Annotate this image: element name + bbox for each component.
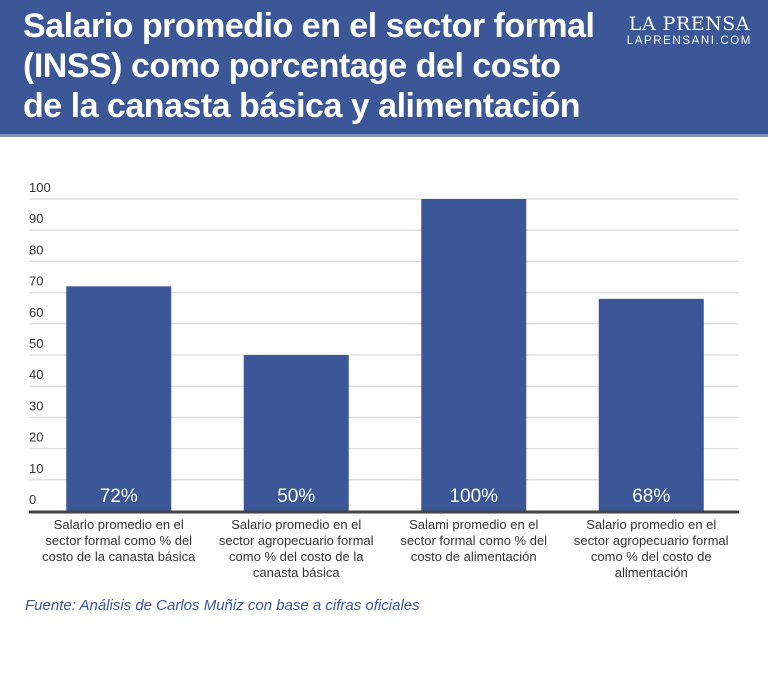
y-tick-label: 30 xyxy=(29,398,43,413)
title-line-1: Salario promedio en el sector formal xyxy=(23,7,595,45)
brand-name: LA PRENSA xyxy=(628,13,750,35)
data-label: 72% xyxy=(100,486,138,507)
title-line-3: de la canasta básica y alimentación xyxy=(23,87,581,125)
bar xyxy=(421,199,527,511)
bar xyxy=(66,286,172,511)
y-tick-label: 0 xyxy=(29,492,36,507)
y-tick-label: 100 xyxy=(29,180,51,195)
title-line-2: (INSS) como porcentage del costo xyxy=(23,47,561,85)
x-category-label-line: como % del costo de la xyxy=(229,549,364,564)
data-label: 68% xyxy=(632,486,670,507)
y-tick-label: 60 xyxy=(29,305,43,320)
x-category-label-line: sector agropecuario formal xyxy=(573,533,729,548)
x-category-label-line: como % del costo de xyxy=(590,549,712,564)
data-label: 100% xyxy=(449,486,498,507)
y-tick-label: 90 xyxy=(29,211,43,226)
data-label: 50% xyxy=(277,486,315,507)
brand-logo: LA PRENSA LAPRENSANI.COM xyxy=(627,14,752,48)
y-tick-label: 80 xyxy=(29,242,43,257)
x-category-label-line: Salario promedio en el xyxy=(53,517,184,532)
x-category-label-line: Salario promedio en el xyxy=(231,517,362,532)
x-category-label-line: costo de la canasta básica xyxy=(42,549,196,564)
brand-url: LAPRENSANI.COM xyxy=(626,35,752,47)
bar xyxy=(598,298,704,511)
x-category-label-line: Salami promedio en el xyxy=(409,517,539,532)
x-category-label-line: sector formal como % del xyxy=(400,533,548,548)
x-category-label: Salami promedio en el sector formal como … xyxy=(389,517,559,565)
source-note: Fuente: Análisis de Carlos Muñiz con bas… xyxy=(25,597,420,614)
header-banner: Salario promedio en el sector formal (IN… xyxy=(0,0,768,137)
x-category-label: Salario promedio en el sector agropecuari… xyxy=(211,517,381,581)
y-tick-label: 20 xyxy=(29,430,43,445)
chart-title: Salario promedio en el sector formal (IN… xyxy=(23,6,623,126)
y-tick-label: 40 xyxy=(29,367,43,382)
x-category-label-line: sector formal como % del xyxy=(45,533,193,548)
x-category-label-line: canasta básica xyxy=(252,565,340,580)
x-category-label-line: sector agropecuario formal xyxy=(218,533,374,548)
x-category-label: Salario promedio en el sector formal como… xyxy=(34,517,204,565)
x-category-label-line: alimentación xyxy=(614,565,688,580)
y-tick-label: 10 xyxy=(29,461,43,476)
x-category-label-line: costo de alimentación xyxy=(410,549,537,564)
y-tick-label: 50 xyxy=(29,336,43,351)
x-category-label-line: Salario promedio en el xyxy=(586,517,717,532)
y-tick-label: 70 xyxy=(29,274,43,289)
bar xyxy=(243,355,349,511)
x-category-label: Salario promedio en el sector agropecuari… xyxy=(566,517,736,581)
